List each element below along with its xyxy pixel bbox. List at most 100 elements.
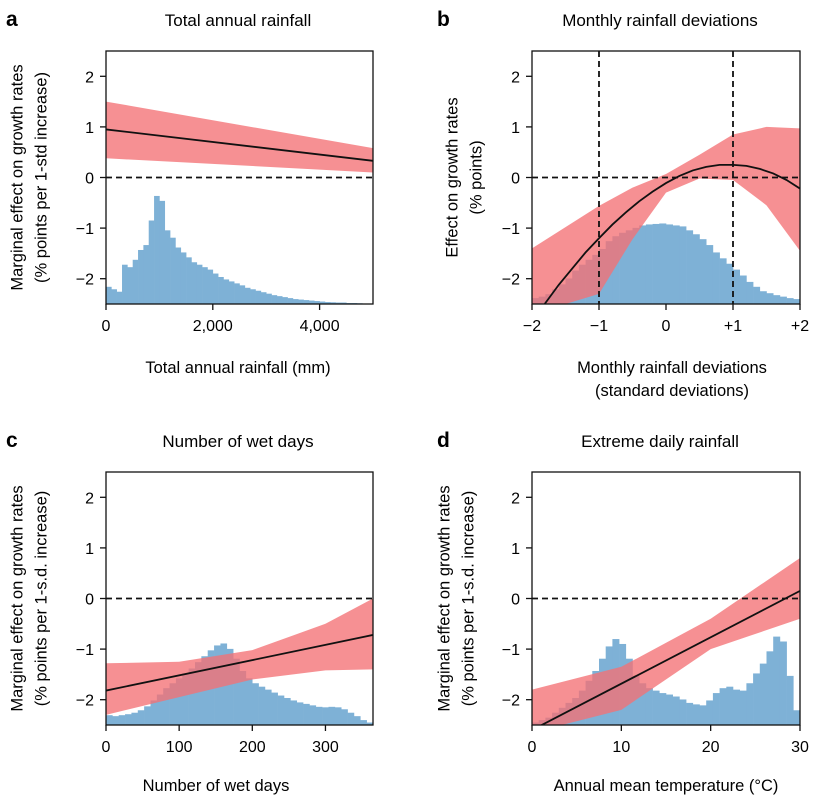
histogram-bar [138,249,144,304]
y-axis-label: Marginal effect on growth rates [8,485,26,711]
confidence-band [106,598,373,715]
confidence-band [106,101,373,173]
histogram-bar [282,297,288,304]
histogram-bar [679,699,687,725]
histogram-bar [766,651,774,725]
histogram-bar [672,696,680,725]
panel-title: Total annual rainfall [165,11,311,30]
histogram-bar [645,224,653,304]
histogram-bar [207,269,214,304]
histogram-bar [786,675,794,725]
histogram-bar [234,283,240,304]
plot-area [106,101,373,304]
x-axis-label: Annual mean temperature (°C) [554,777,779,795]
histogram-bar [233,658,240,725]
y-tick-label: −1 [502,221,520,238]
x-tick-label: 20 [702,739,720,756]
y-axis-label: (% points) [467,140,485,214]
histogram-bar [619,232,627,304]
panel-a: −2 −1 0 1 2 0 2,000 4,000 a Total annual rainfall… [6,8,374,377]
panel-c: −2 −1 0 1 2 0 100 200 300 c Number of wet days Numb… [6,429,374,795]
histogram-bar [277,695,285,725]
y-tick-label: −1 [502,642,520,659]
y-axis-label: Effect on growth rates [443,97,461,257]
histogram-bar [144,706,151,725]
histogram-bar [692,704,700,725]
histogram-bar [150,700,158,725]
y-tick-label: 0 [85,592,94,609]
estimate-line [106,128,373,162]
histogram-bar [148,220,155,304]
histogram-bar [632,675,640,725]
histogram-bar [195,662,202,725]
histogram-bar [779,641,787,725]
histogram-bar [712,252,720,304]
histogram-bar [218,276,224,304]
histogram-bar [143,245,150,304]
histogram-bar [266,293,272,304]
x-tick-label: 10 [612,739,630,756]
histogram-bar [739,275,747,304]
histogram-bar [276,296,283,304]
histogram-bar [298,299,304,304]
y-axis-label: (% points per 1-s.d. increase) [32,491,50,707]
y-tick-label: 1 [511,541,520,558]
histogram-bar [666,694,673,725]
histogram-bar [353,716,361,725]
histogram-bar [652,223,660,304]
x-tick-label: 0 [102,318,111,335]
histogram-bar [159,200,166,304]
histogram-bar [132,259,139,304]
histogram-bar [191,262,198,304]
histogram-bar [753,673,761,725]
y-tick-label: 2 [511,69,520,86]
x-tick-label: +2 [791,318,809,335]
panel-title: Monthly rainfall deviations [562,11,758,30]
confidence-band [532,558,800,725]
histogram-bar [186,257,192,304]
histogram-bar [292,299,299,304]
histogram-bar [726,686,734,725]
estimate-line [543,163,800,304]
histogram-bar [679,226,687,304]
histogram-bar [706,245,714,304]
histogram-bar [111,289,117,304]
histogram-bar [271,692,278,725]
histogram-bar [118,715,126,725]
x-tick-label: 0 [102,739,111,756]
histogram-bar [672,225,680,304]
histogram-bar [182,673,189,725]
histogram-bar [652,690,660,725]
histogram-bar [303,300,310,304]
histogram-bar [169,683,177,725]
histogram-bar [303,703,310,725]
histogram-bar [612,236,620,304]
histogram-bar [319,301,326,304]
y-tick-label: −1 [76,221,94,238]
histogram-bar [340,302,347,304]
histogram-bar [347,712,355,725]
histogram-bar [309,705,317,725]
histogram-bar [786,298,794,304]
histogram-bar [116,291,123,304]
histogram-bar [226,648,234,725]
panel-title: Number of wet days [162,432,313,451]
panel-b: −2 −1 0 1 2 −2 −1 0 +1 +2 b Monthly rainfall deviat… [437,8,809,400]
histogram-bar [131,712,139,725]
histogram-bar [106,715,113,725]
histogram-bar [314,301,320,304]
histogram-bar [360,720,367,725]
histogram-bar [733,269,740,304]
histogram-bar [766,293,774,304]
panel-title: Extreme daily rainfall [581,432,739,451]
y-tick-label: 1 [85,541,94,558]
histogram-bar [255,290,262,304]
histogram-bar [125,714,132,725]
histogram-bar [264,689,272,725]
histogram-bar [746,683,754,725]
y-axis-label: (% points per 1-s.d. increase) [459,491,477,707]
x-tick-label: 200 [239,739,266,756]
histogram-bar [258,686,266,725]
